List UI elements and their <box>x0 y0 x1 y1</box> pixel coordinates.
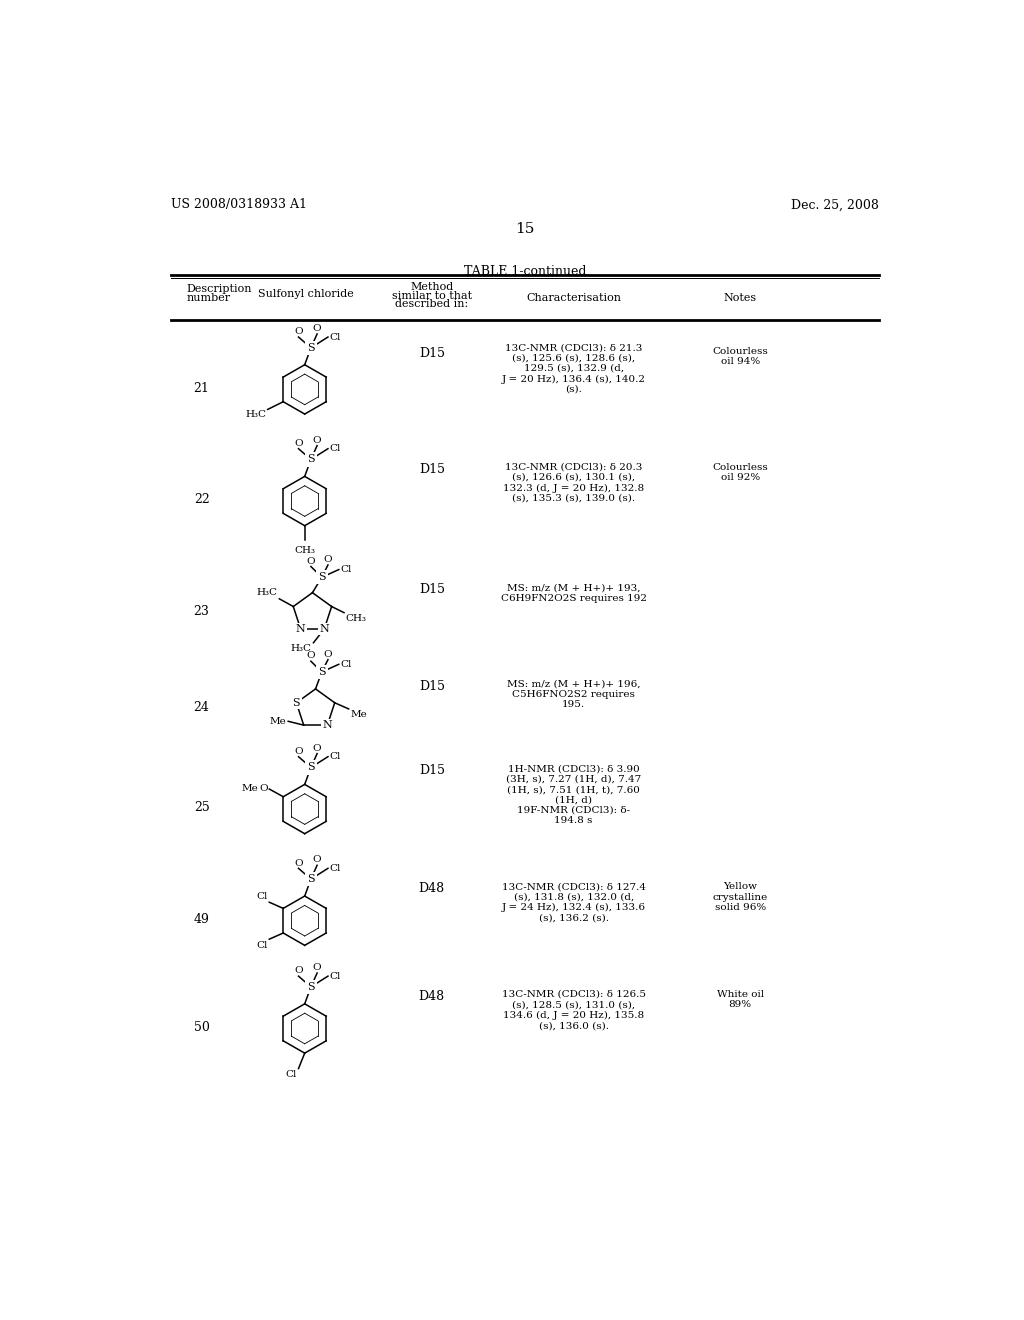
Text: N: N <box>323 721 332 730</box>
Text: D15: D15 <box>419 462 444 475</box>
Text: S: S <box>293 698 300 708</box>
Text: Sulfonyl chloride: Sulfonyl chloride <box>258 289 354 300</box>
Text: N: N <box>319 624 329 634</box>
Text: Cl: Cl <box>330 863 341 873</box>
Text: O: O <box>294 440 303 447</box>
Text: O: O <box>324 556 332 564</box>
Text: S: S <box>317 573 326 582</box>
Text: O: O <box>306 652 315 660</box>
Text: O: O <box>312 964 322 973</box>
Text: 24: 24 <box>194 701 210 714</box>
Text: CH₃: CH₃ <box>345 614 367 623</box>
Text: Cl: Cl <box>340 660 351 669</box>
Text: D48: D48 <box>419 990 444 1003</box>
Text: Dec. 25, 2008: Dec. 25, 2008 <box>792 198 879 211</box>
Text: Description: Description <box>186 284 252 294</box>
Text: 21: 21 <box>194 381 210 395</box>
Text: 1H-NMR (CDCl3): δ 3.90
(3H, s), 7.27 (1H, d), 7.47
(1H, s), 7.51 (1H, t), 7.60
(: 1H-NMR (CDCl3): δ 3.90 (3H, s), 7.27 (1H… <box>506 764 641 825</box>
Text: Cl: Cl <box>330 333 341 342</box>
Text: N: N <box>296 624 305 634</box>
Text: Characterisation: Characterisation <box>526 293 622 304</box>
Text: Me: Me <box>270 717 287 726</box>
Text: Method: Method <box>411 282 454 292</box>
Text: 13C-NMR (CDCl3): δ 21.3
(s), 125.6 (s), 128.6 (s),
129.5 (s), 132.9 (d,
J = 20 H: 13C-NMR (CDCl3): δ 21.3 (s), 125.6 (s), … <box>502 343 645 393</box>
Text: S: S <box>317 667 326 677</box>
Text: 25: 25 <box>194 801 210 814</box>
Text: S: S <box>307 343 314 352</box>
Text: Yellow
crystalline
solid 96%: Yellow crystalline solid 96% <box>713 882 768 912</box>
Text: S: S <box>307 763 314 772</box>
Text: H₃C: H₃C <box>257 589 278 597</box>
Text: D15: D15 <box>419 583 444 597</box>
Text: Cl: Cl <box>256 892 267 900</box>
Text: O: O <box>324 649 332 659</box>
Text: O: O <box>312 325 322 333</box>
Text: O: O <box>312 855 322 865</box>
Text: 23: 23 <box>194 605 210 618</box>
Text: number: number <box>186 293 230 304</box>
Text: 13C-NMR (CDCl3): δ 20.3
(s), 126.6 (s), 130.1 (s),
132.3 (d, J = 20 Hz), 132.8
(: 13C-NMR (CDCl3): δ 20.3 (s), 126.6 (s), … <box>503 462 644 503</box>
Text: Cl: Cl <box>286 1071 297 1078</box>
Text: 13C-NMR (CDCl3): δ 126.5
(s), 128.5 (s), 131.0 (s),
134.6 (d, J = 20 Hz), 135.8
: 13C-NMR (CDCl3): δ 126.5 (s), 128.5 (s),… <box>502 990 645 1031</box>
Text: 15: 15 <box>515 222 535 235</box>
Text: US 2008/0318933 A1: US 2008/0318933 A1 <box>171 198 306 211</box>
Text: H₃C: H₃C <box>291 644 312 653</box>
Text: D48: D48 <box>419 882 444 895</box>
Text: S: S <box>307 454 314 465</box>
Text: Cl: Cl <box>340 565 351 574</box>
Text: 49: 49 <box>194 913 210 927</box>
Text: 22: 22 <box>194 494 210 507</box>
Text: described in:: described in: <box>395 300 468 309</box>
Text: O: O <box>294 966 303 975</box>
Text: Colourless
oil 94%: Colourless oil 94% <box>713 347 768 367</box>
Text: O: O <box>312 436 322 445</box>
Text: O: O <box>312 744 322 752</box>
Text: Cl: Cl <box>256 941 267 949</box>
Text: White oil
89%: White oil 89% <box>717 990 764 1010</box>
Text: similar to that: similar to that <box>392 290 472 301</box>
Text: Cl: Cl <box>330 972 341 981</box>
Text: O: O <box>294 747 303 756</box>
Text: O: O <box>259 784 267 793</box>
Text: O: O <box>294 858 303 867</box>
Text: TABLE 1-continued: TABLE 1-continued <box>464 264 586 277</box>
Text: MS: m/z (M + H+)+ 196,
C5H6FNO2S2 requires
195.: MS: m/z (M + H+)+ 196, C5H6FNO2S2 requir… <box>507 680 640 709</box>
Text: O: O <box>294 327 303 337</box>
Text: CH₃: CH₃ <box>294 545 315 554</box>
Text: D15: D15 <box>419 680 444 693</box>
Text: 50: 50 <box>194 1020 210 1034</box>
Text: O: O <box>306 557 315 566</box>
Text: Cl: Cl <box>330 752 341 762</box>
Text: Me: Me <box>242 784 258 793</box>
Text: MS: m/z (M + H+)+ 193,
C6H9FN2O2S requires 192: MS: m/z (M + H+)+ 193, C6H9FN2O2S requir… <box>501 583 646 603</box>
Text: D15: D15 <box>419 347 444 360</box>
Text: Notes: Notes <box>724 293 757 304</box>
Text: 13C-NMR (CDCl3): δ 127.4
(s), 131.8 (s), 132.0 (d,
J = 24 Hz), 132.4 (s), 133.6
: 13C-NMR (CDCl3): δ 127.4 (s), 131.8 (s),… <box>502 882 645 923</box>
Text: Cl: Cl <box>330 445 341 453</box>
Text: S: S <box>307 874 314 884</box>
Text: H₃C: H₃C <box>245 411 266 420</box>
Text: S: S <box>307 982 314 991</box>
Text: D15: D15 <box>419 764 444 777</box>
Text: Me: Me <box>350 710 367 719</box>
Text: Colourless
oil 92%: Colourless oil 92% <box>713 462 768 482</box>
